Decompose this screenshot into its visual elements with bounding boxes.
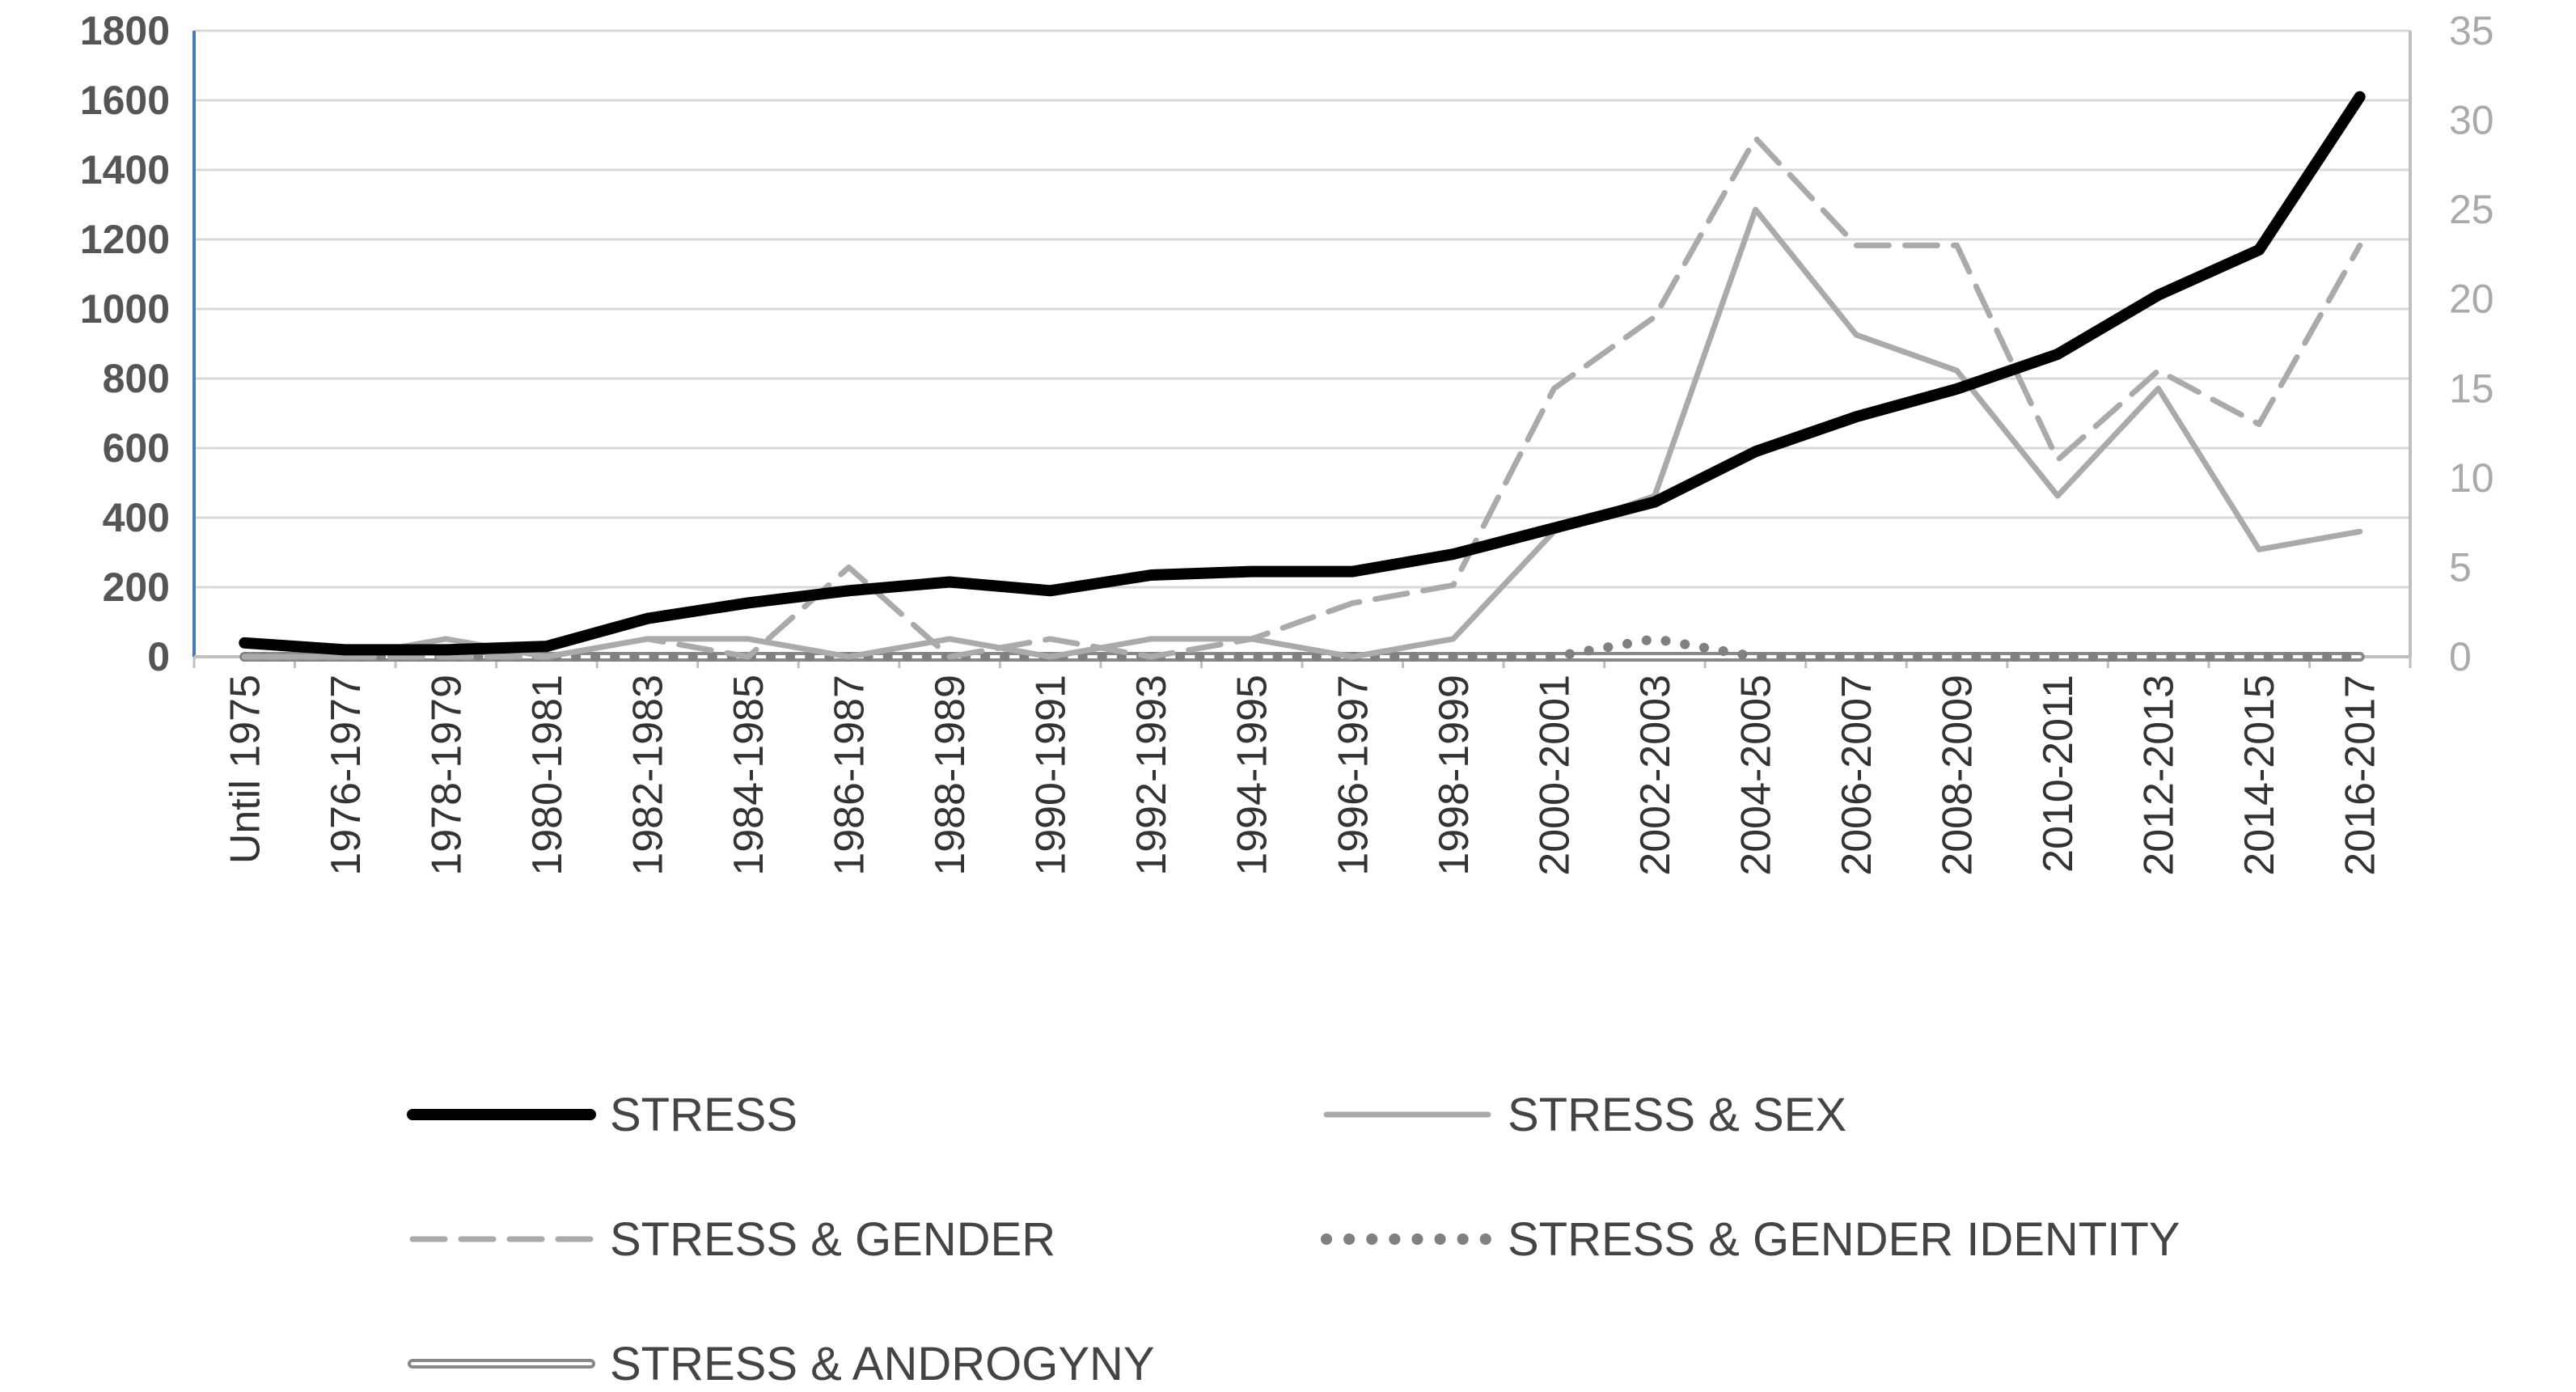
left-y-tick-label: 1200 <box>80 217 170 262</box>
legend-label-stress-and-sex: STRESS & SEX <box>1508 1089 1846 1141</box>
x-tick-label: 1976-1977 <box>323 675 370 876</box>
x-tick-label: 1982-1983 <box>624 675 671 876</box>
x-tick-label: 1996-1997 <box>1330 675 1377 876</box>
legend-label-stress-and-gender: STRESS & GENDER <box>610 1213 1055 1266</box>
x-tick-label: 1988-1989 <box>927 675 974 876</box>
legend-label-stress: STRESS <box>610 1089 797 1141</box>
series-line-stress-and-gender-identity <box>239 633 2365 662</box>
right-y-tick-label: 10 <box>2449 455 2494 501</box>
left-y-axis: 0 200 400 600 800 1000 1200 1400 1600 1800 <box>80 8 196 679</box>
x-tick-label: 1980-1981 <box>524 675 571 876</box>
right-y-tick-label: 30 <box>2449 98 2494 143</box>
right-y-tick-label: 15 <box>2449 366 2494 411</box>
x-tick-label: 2010-2011 <box>2035 675 2082 873</box>
x-tick-label: Until 1975 <box>222 675 269 864</box>
x-tick-label: 1986-1987 <box>827 675 873 876</box>
x-tick-label: 2014-2015 <box>2236 675 2283 876</box>
x-tick-label: 1994-1995 <box>1229 675 1276 876</box>
x-tick-label: 1978-1979 <box>423 675 470 876</box>
x-tick-label: 1992-1993 <box>1128 675 1175 876</box>
left-y-tick-label: 800 <box>103 356 170 401</box>
right-y-tick-label: 5 <box>2449 544 2472 590</box>
gridlines <box>194 29 2410 589</box>
x-tick-label: 1998-1999 <box>1431 675 1478 876</box>
left-y-tick-label: 1800 <box>80 8 170 53</box>
legend-label-stress-and-androgyny: STRESS & ANDROGYNY <box>610 1338 1155 1390</box>
right-y-tick-label: 20 <box>2449 277 2494 322</box>
right-y-axis: 0 5 10 15 20 25 30 35 <box>2409 8 2494 679</box>
legend-label-stress-and-gender-identity: STRESS & GENDER IDENTITY <box>1508 1213 2180 1266</box>
left-y-tick-label: 1400 <box>80 147 170 193</box>
right-y-tick-label: 35 <box>2449 8 2494 53</box>
left-y-tick-label: 200 <box>103 565 170 610</box>
x-tick-label: 2012-2013 <box>2136 675 2183 876</box>
series-line-stress <box>239 91 2366 656</box>
x-tick-label: 1984-1985 <box>725 675 772 876</box>
x-tick-label: 2016-2017 <box>2337 675 2384 876</box>
series-line-stress-and-gender <box>241 135 2363 660</box>
left-y-tick-label: 1600 <box>80 78 170 123</box>
x-tick-label: 1990-1991 <box>1028 675 1075 876</box>
series-lines <box>239 91 2366 662</box>
x-tick-label: 2000-2001 <box>1531 675 1578 876</box>
x-axis: Until 1975 1976-1977 1978-1979 1980-1981 198… <box>192 655 2412 876</box>
left-y-tick-label: 0 <box>147 634 170 679</box>
left-y-tick-label: 600 <box>103 425 170 471</box>
left-y-tick-label: 400 <box>103 495 170 540</box>
x-tick-label: 2008-2009 <box>1935 675 1982 876</box>
x-tick-label: 2004-2005 <box>1732 675 1779 876</box>
right-y-tick-label: 25 <box>2449 187 2494 232</box>
x-tick-label: 2002-2003 <box>1632 675 1679 876</box>
right-y-tick-label: 0 <box>2449 634 2472 679</box>
legend: STRESS STRESS & SEX STRESS & GENDER STRESS … <box>407 1089 2180 1390</box>
x-tick-label: 2006-2007 <box>1834 675 1880 876</box>
left-y-tick-label: 1000 <box>80 286 170 332</box>
